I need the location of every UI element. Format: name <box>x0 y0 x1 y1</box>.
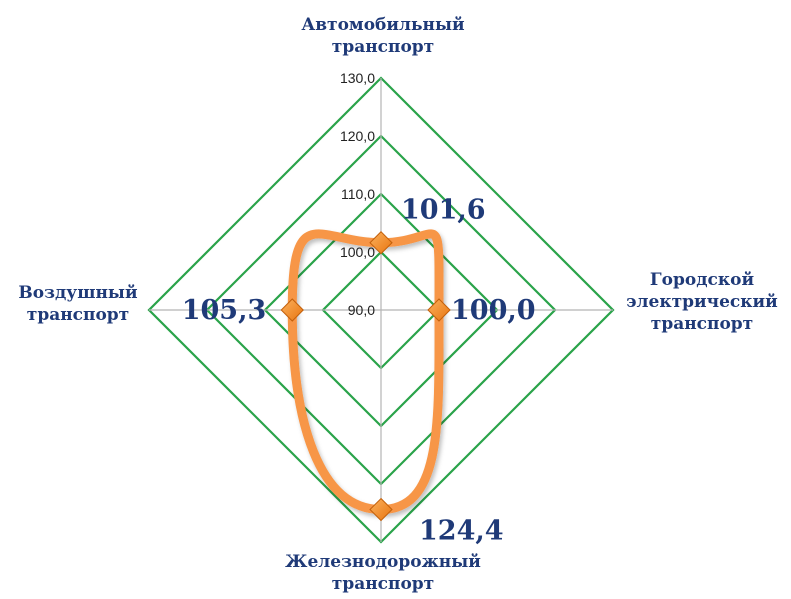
value-label: 100,0 <box>451 295 536 326</box>
category-label: Автомобильный транспорт <box>301 15 465 57</box>
category-label: Городской электрический транспорт <box>626 270 778 334</box>
tick-label: 130,0 <box>340 70 375 86</box>
value-label: 124,4 <box>419 516 504 547</box>
data-point-marker <box>280 298 304 322</box>
radar-series <box>280 229 451 522</box>
radar-axes <box>149 78 613 542</box>
tick-label: 120,0 <box>340 128 375 144</box>
tick-label: 90,0 <box>348 302 375 318</box>
value-label: 105,3 <box>182 295 267 326</box>
category-label: Железнодорожный транспорт <box>285 552 481 594</box>
radar-tick-labels: 90,0 100,0 110,0 120,0 130,0 <box>340 70 375 318</box>
tick-label: 100,0 <box>340 244 375 260</box>
radar-category-labels: Автомобильный транспорт Городской электриче… <box>18 15 778 594</box>
data-point-marker <box>369 231 393 255</box>
tick-label: 110,0 <box>341 186 375 202</box>
data-point-marker <box>427 298 451 322</box>
value-label: 101,6 <box>401 195 486 226</box>
category-label: Воздушный транспорт <box>18 283 138 325</box>
data-point-marker <box>369 497 393 522</box>
radar-value-labels: 101,6 100,0 124,4 105,3 <box>182 195 536 547</box>
